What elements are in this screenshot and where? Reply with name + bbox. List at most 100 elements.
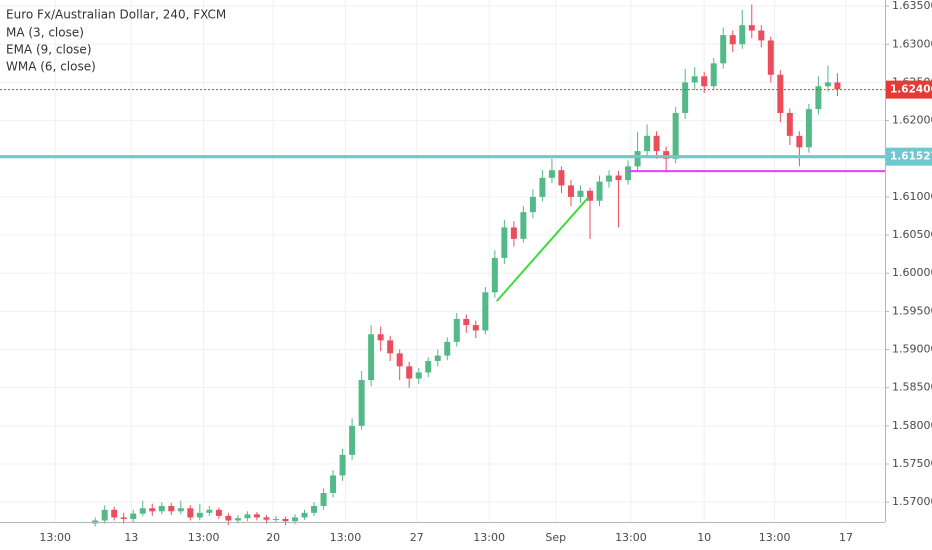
candle-body [777, 74, 784, 113]
y-tick-label: 1.63000 [892, 37, 932, 50]
price-label: 1.61527 [890, 151, 932, 163]
chart-title: Euro Fx/Australian Dollar, 240, FXCM [6, 8, 226, 22]
y-tick-label: 1.61000 [892, 190, 932, 203]
candle-body [596, 181, 603, 201]
candle-body [111, 509, 118, 518]
legend: Euro Fx/Australian Dollar, 240, FXCM MA … [6, 8, 226, 74]
candle-body [520, 212, 527, 239]
indicator-label: WMA (6, close) [6, 60, 96, 74]
candle-body [587, 190, 593, 201]
y-tick-label: 1.58500 [892, 381, 932, 394]
x-tick-label: Sep [545, 531, 566, 544]
candle-body [729, 35, 736, 45]
candle-body [786, 112, 793, 136]
candle-body [149, 508, 156, 512]
candle-body [653, 135, 660, 152]
candle-body [301, 512, 308, 518]
candle-body [253, 514, 260, 518]
candle-body [758, 30, 765, 41]
candle-body [215, 509, 222, 516]
candle-body [796, 135, 803, 148]
candle-body [396, 353, 403, 367]
candle-body [606, 175, 613, 182]
drawing-line [495, 196, 589, 302]
candle-body [339, 454, 346, 476]
candle-body [720, 35, 727, 64]
candle-body [463, 319, 470, 326]
candle-body [539, 177, 546, 197]
candle-body [311, 505, 318, 513]
candle-body [815, 86, 822, 110]
candle-body [434, 355, 441, 361]
candle-body [349, 425, 356, 455]
candle-body [196, 512, 203, 518]
candle-body [187, 508, 194, 518]
candle-body [225, 515, 232, 521]
candle-body [491, 257, 498, 293]
candle-body [615, 175, 622, 181]
x-tick-label: 13:00 [330, 531, 362, 544]
candle-body [425, 360, 432, 373]
x-tick-label: 27 [410, 531, 424, 544]
candle-body [101, 509, 108, 521]
candle-body [120, 517, 127, 519]
candle-body [701, 76, 708, 87]
candle-body [824, 82, 831, 87]
y-tick-label: 1.59500 [892, 304, 932, 317]
candle-body [672, 112, 679, 159]
candle-body [805, 109, 812, 148]
price-label-box [886, 80, 932, 99]
candle-body [168, 505, 175, 512]
candle-body [263, 517, 270, 520]
candle-body [558, 170, 565, 186]
indicator-label: MA (3, close) [6, 26, 84, 40]
indicator-label: EMA (9, close) [6, 43, 92, 57]
x-tick-label: 13:00 [188, 531, 220, 544]
candle-body [358, 380, 365, 426]
candle-body [234, 518, 241, 521]
candle-body [710, 63, 717, 87]
candle-body [691, 76, 698, 83]
x-tick-label: 13:00 [615, 531, 647, 544]
candle-body [482, 292, 489, 331]
candle-body [767, 40, 774, 75]
candle-body [529, 196, 536, 213]
candle-body [453, 319, 460, 342]
candle-body [177, 508, 184, 512]
candle-body [158, 505, 165, 512]
price-label-box [886, 147, 932, 166]
y-tick-label: 1.57000 [892, 495, 932, 508]
candle-body [406, 366, 413, 379]
y-tick-label: 1.60500 [892, 228, 932, 241]
candle-body [444, 341, 451, 356]
x-tick-label: 13 [124, 531, 138, 544]
candle-body [272, 518, 279, 520]
candle-body [330, 475, 337, 493]
candle-body [663, 151, 670, 159]
y-tick-label: 1.57500 [892, 457, 932, 470]
candle-body [739, 25, 746, 45]
candle-body [320, 493, 327, 506]
x-tick-label: 13:00 [759, 531, 791, 544]
y-tick-label: 1.60000 [892, 266, 932, 279]
x-tick-label: 17 [839, 531, 853, 544]
candle-body [415, 372, 422, 379]
y-tick-label: 1.62000 [892, 114, 932, 127]
candle-body [567, 185, 574, 197]
x-tick-label: 13:00 [39, 531, 71, 544]
y-tick-label: 1.59000 [892, 343, 932, 356]
candle-body [206, 509, 213, 513]
candle-body [748, 25, 755, 31]
candle-body [282, 518, 289, 522]
y-tick-label: 1.58000 [892, 419, 932, 432]
candle-body [377, 334, 384, 341]
candle-body [368, 334, 375, 381]
candle-body [501, 227, 508, 258]
candle-body [644, 135, 651, 152]
candle-body [682, 82, 689, 113]
candle-body [634, 151, 641, 167]
candle-body [625, 166, 632, 181]
x-tick-label: 13:00 [473, 531, 505, 544]
x-tick-label: 20 [266, 531, 280, 544]
